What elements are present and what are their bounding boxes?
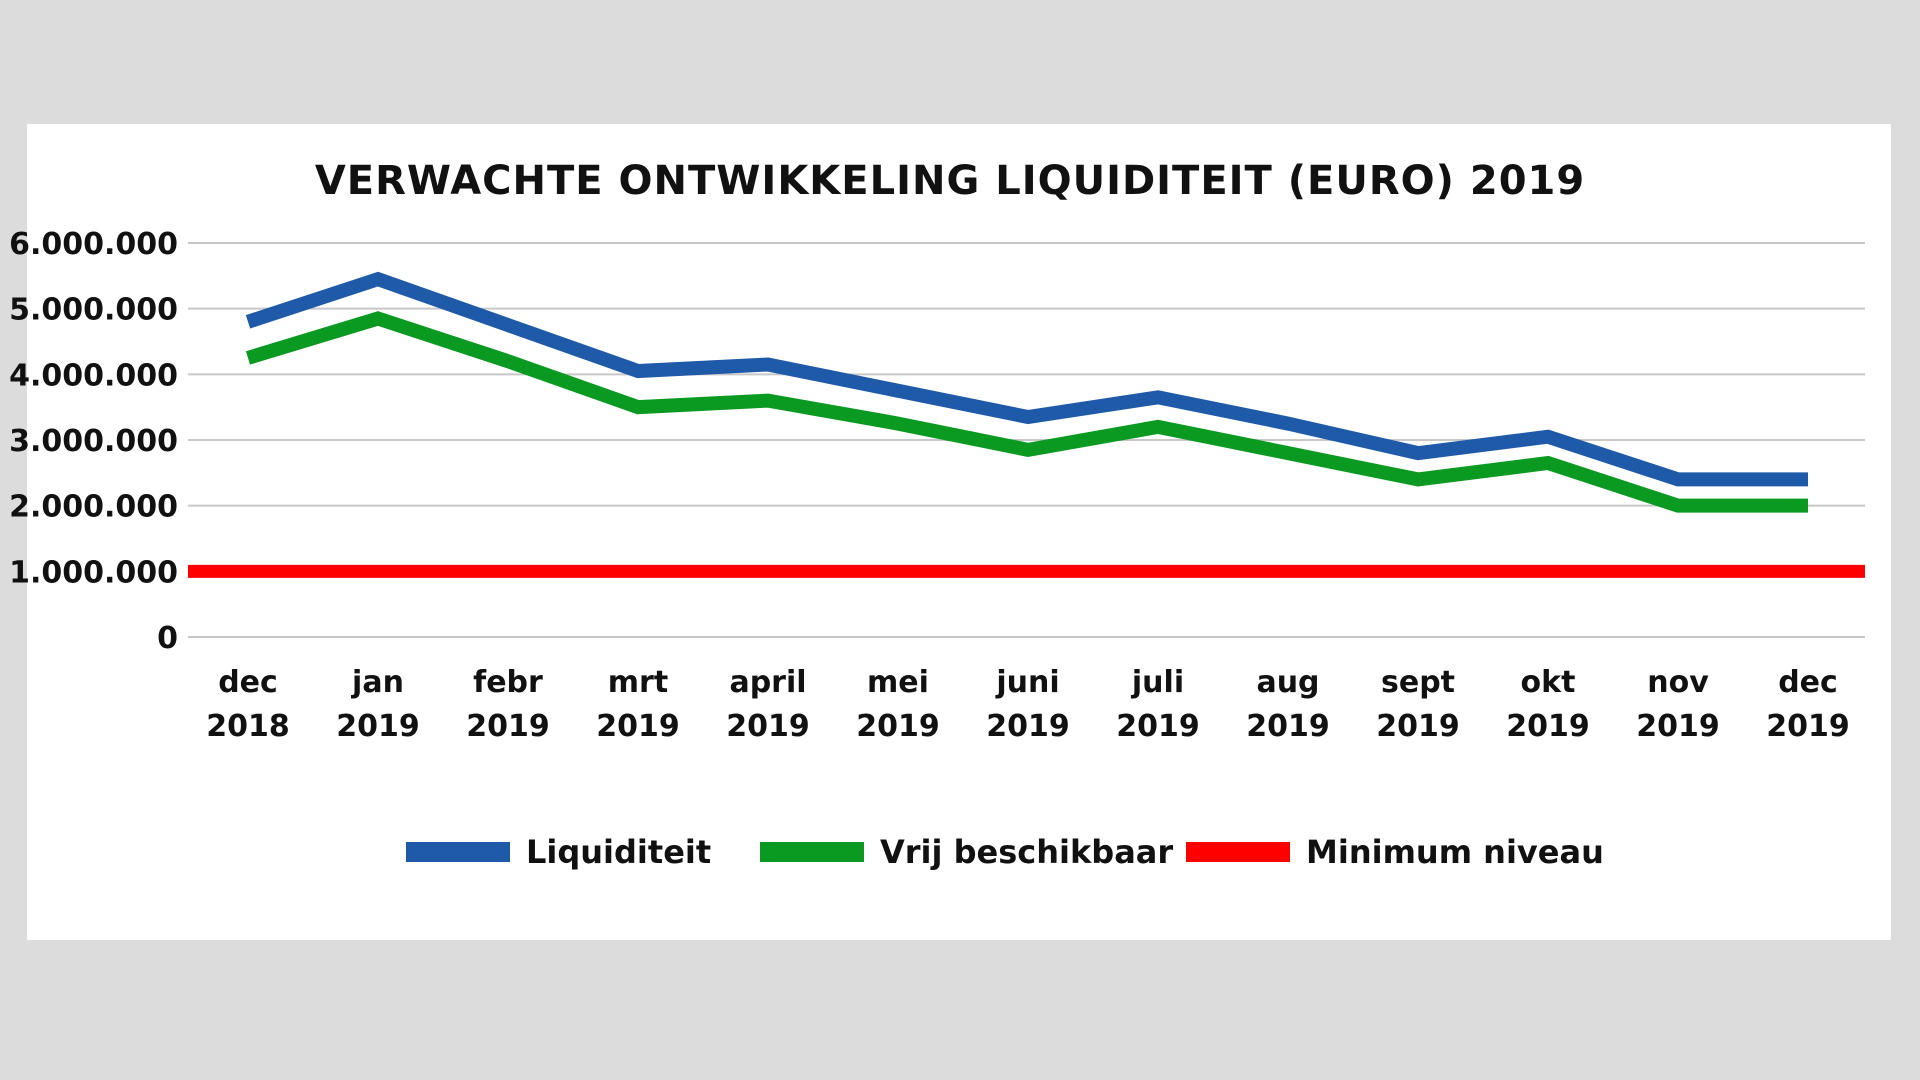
x-tick-label-year: 2019	[986, 709, 1070, 744]
x-tick-label-month: juli	[1131, 665, 1184, 700]
legend-label: Vrij beschikbaar	[880, 833, 1173, 871]
x-tick-label-year: 2019	[1116, 709, 1200, 744]
y-axis: 0 1.000.000 2.000.000 3.000.000 4.000.000 5.0…	[9, 227, 178, 656]
y-tick-label: 5.000.000	[9, 293, 178, 328]
x-tick-label-month: aug	[1256, 665, 1319, 700]
y-tick-label: 0	[157, 621, 178, 656]
x-tick-label-year: 2019	[1506, 709, 1590, 744]
x-tick-label-year: 2019	[1766, 709, 1850, 744]
y-tick-label: 3.000.000	[9, 424, 178, 459]
x-tick-label-month: nov	[1647, 665, 1709, 700]
x-tick-label-month: okt	[1521, 665, 1576, 700]
x-tick-label-month: mei	[867, 665, 929, 700]
chart-title: VERWACHTE ONTWIKKELING LIQUIDITEIT (EURO…	[315, 158, 1585, 204]
y-tick-label: 6.000.000	[9, 227, 178, 262]
x-tick-label-month: sept	[1381, 665, 1455, 700]
x-tick-label-year: 2019	[466, 709, 550, 744]
x-tick-label-month: mrt	[608, 665, 668, 700]
legend-swatch	[760, 842, 864, 862]
x-tick-label-month: dec	[1778, 665, 1838, 700]
chart-panel	[27, 124, 1891, 940]
x-tick-label-month: juni	[995, 665, 1059, 700]
series-line-0	[245, 271, 1808, 487]
y-tick-label: 4.000.000	[9, 358, 178, 393]
x-tick-label-year: 2019	[336, 709, 420, 744]
x-tick-label-year: 2019	[726, 709, 810, 744]
x-tick-label-year: 2018	[206, 709, 290, 744]
legend: Liquiditeit Vrij beschikbaar Minimum nivea…	[406, 833, 1604, 871]
x-tick-label-year: 2019	[596, 709, 680, 744]
x-axis: dec 2018 jan 2019 febr 2019 mrt 2019 april 2019 me…	[206, 665, 1850, 744]
series-line-1	[245, 311, 1808, 513]
legend-swatch	[1186, 842, 1290, 862]
legend-label: Minimum niveau	[1306, 833, 1604, 871]
x-tick-label-year: 2019	[1636, 709, 1720, 744]
x-tick-label-month: april	[729, 665, 806, 700]
y-tick-label: 2.000.000	[9, 490, 178, 525]
x-tick-label-month: jan	[351, 665, 404, 700]
y-tick-label: 1.000.000	[9, 555, 178, 590]
x-tick-label-month: dec	[218, 665, 278, 700]
x-tick-label-year: 2019	[1246, 709, 1330, 744]
series-lines	[188, 271, 1865, 578]
x-tick-label-month: febr	[473, 665, 543, 700]
x-tick-label-year: 2019	[1376, 709, 1460, 744]
x-tick-label-year: 2019	[856, 709, 940, 744]
legend-label: Liquiditeit	[526, 833, 711, 871]
legend-swatch	[406, 842, 510, 862]
